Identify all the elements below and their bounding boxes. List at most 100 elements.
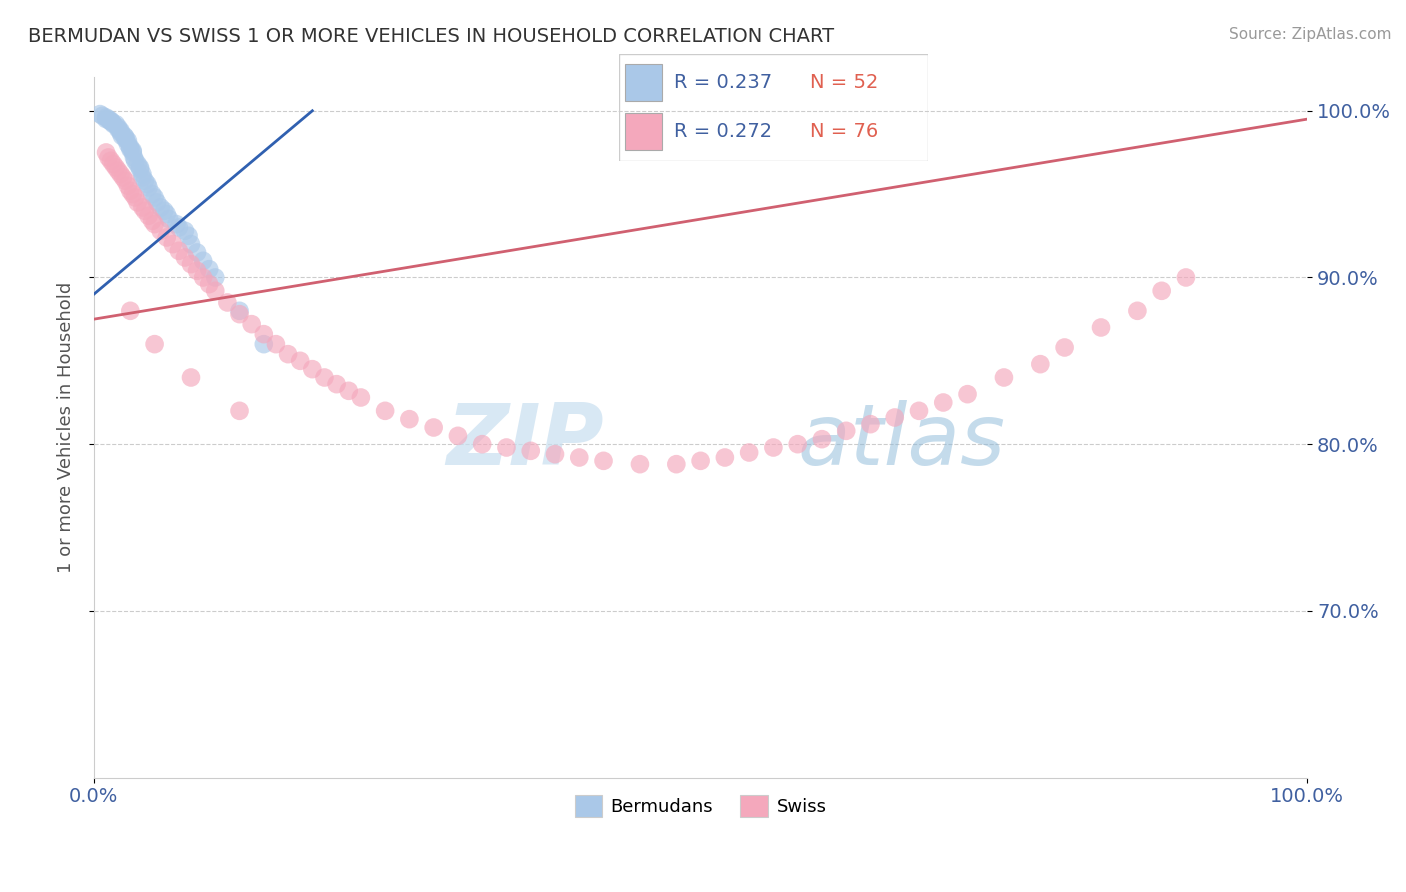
Point [167, 220, 190, 235]
Point [301, 362, 323, 376]
Point [127, 195, 149, 210]
Point [117, 134, 139, 148]
Point [138, 180, 160, 194]
Point [89, 107, 111, 121]
Point [568, 450, 591, 465]
Point [217, 295, 239, 310]
Point [104, 161, 127, 175]
Point [628, 457, 651, 471]
Point [1029, 357, 1052, 371]
Point [156, 230, 179, 244]
Point [198, 262, 221, 277]
Point [97, 151, 120, 165]
Point [253, 327, 276, 342]
Point [544, 447, 567, 461]
FancyBboxPatch shape [624, 64, 662, 101]
Point [149, 224, 172, 238]
Point [120, 140, 142, 154]
Point [156, 207, 179, 221]
Point [121, 144, 143, 158]
Point [114, 130, 136, 145]
Point [186, 264, 208, 278]
Point [91, 109, 114, 123]
Point [325, 377, 347, 392]
Point [174, 224, 197, 238]
Point [124, 153, 146, 168]
Point [253, 337, 276, 351]
Point [111, 128, 134, 143]
Point [141, 187, 163, 202]
Point [101, 115, 124, 129]
Point [143, 337, 166, 351]
Point [198, 277, 221, 292]
Point [762, 441, 785, 455]
Point [110, 125, 132, 139]
Point [786, 437, 808, 451]
Point [127, 157, 149, 171]
Point [932, 395, 955, 409]
Point [103, 157, 125, 171]
Point [143, 217, 166, 231]
Point [121, 145, 143, 160]
Point [1174, 270, 1197, 285]
Point [277, 347, 299, 361]
Point [495, 441, 517, 455]
Point [167, 244, 190, 258]
Point [131, 167, 153, 181]
Point [228, 404, 250, 418]
Point [134, 174, 156, 188]
Point [714, 450, 737, 465]
Point [98, 113, 121, 128]
Point [177, 228, 200, 243]
Point [100, 153, 122, 168]
Point [811, 432, 834, 446]
Point [94, 145, 117, 160]
Text: ZIP: ZIP [446, 400, 603, 483]
Point [422, 420, 444, 434]
Point [103, 117, 125, 131]
Point [143, 190, 166, 204]
Point [186, 245, 208, 260]
Point [146, 195, 169, 210]
Point [120, 184, 142, 198]
Point [100, 113, 122, 128]
Point [337, 384, 360, 398]
Point [471, 437, 494, 451]
Point [228, 307, 250, 321]
Point [835, 424, 858, 438]
Point [157, 212, 180, 227]
Point [121, 187, 143, 202]
Text: atlas: atlas [797, 400, 1005, 483]
Text: R = 0.272: R = 0.272 [675, 122, 772, 141]
Text: N = 52: N = 52 [810, 73, 879, 92]
Point [350, 391, 373, 405]
Point [131, 170, 153, 185]
Point [110, 167, 132, 181]
Point [240, 317, 263, 331]
Point [908, 404, 931, 418]
Point [153, 203, 176, 218]
Point [1053, 341, 1076, 355]
Point [117, 178, 139, 193]
Point [114, 174, 136, 188]
Point [138, 209, 160, 223]
Point [204, 270, 226, 285]
Point [107, 122, 129, 136]
Point [447, 429, 470, 443]
Point [883, 410, 905, 425]
Point [191, 253, 214, 268]
Point [131, 201, 153, 215]
Point [738, 445, 761, 459]
Point [162, 237, 184, 252]
Point [665, 457, 688, 471]
Point [374, 404, 396, 418]
Text: R = 0.237: R = 0.237 [675, 73, 772, 92]
Point [141, 214, 163, 228]
Point [993, 370, 1015, 384]
Point [149, 201, 172, 215]
Point [120, 142, 142, 156]
Point [134, 203, 156, 218]
Legend: Bermudans, Swiss: Bermudans, Swiss [568, 788, 834, 824]
Point [1126, 303, 1149, 318]
Point [398, 412, 420, 426]
